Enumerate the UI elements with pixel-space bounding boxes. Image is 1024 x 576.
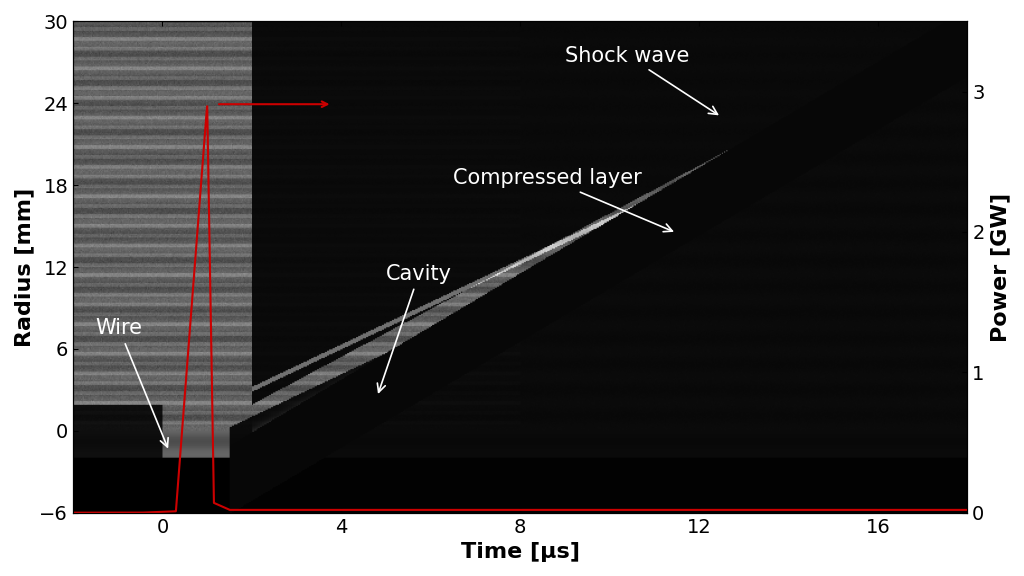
X-axis label: Time [μs]: Time [μs] — [461, 542, 580, 562]
Y-axis label: Power [GW]: Power [GW] — [990, 192, 1010, 342]
Text: Compressed layer: Compressed layer — [453, 168, 673, 232]
Y-axis label: Radius [mm]: Radius [mm] — [14, 187, 34, 347]
Text: Cavity: Cavity — [378, 264, 452, 392]
Text: Shock wave: Shock wave — [565, 46, 718, 115]
Text: Wire: Wire — [95, 319, 168, 447]
